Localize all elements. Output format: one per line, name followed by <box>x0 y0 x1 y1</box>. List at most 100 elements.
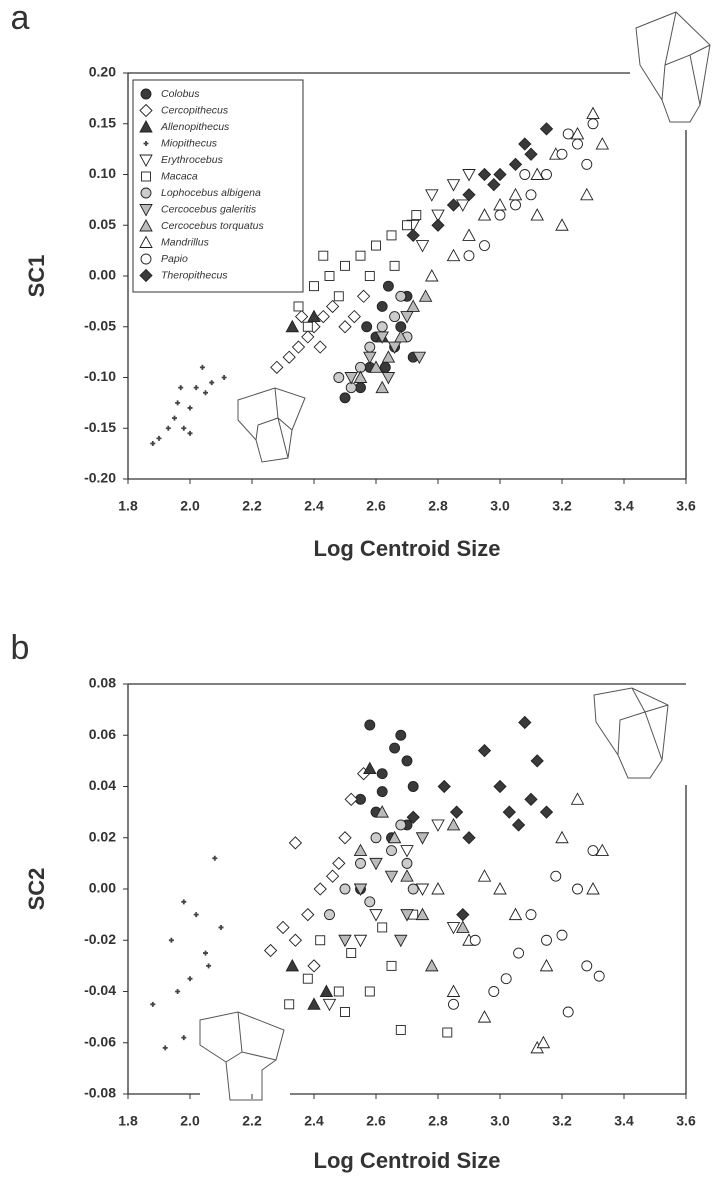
data-point <box>477 167 492 182</box>
data-point <box>381 350 396 363</box>
data-point <box>318 250 329 261</box>
y-tick-label: 0.20 <box>89 64 116 80</box>
data-point <box>282 350 296 364</box>
data-point <box>150 440 156 446</box>
data-point <box>479 240 490 252</box>
legend-marker <box>140 88 152 100</box>
data-point <box>347 309 361 324</box>
legend-marker <box>139 120 153 133</box>
data-point <box>587 118 599 130</box>
data-point <box>333 291 344 302</box>
legend-label: Lophocebus albigena <box>161 187 261 199</box>
data-point <box>175 400 181 406</box>
data-point <box>394 329 408 343</box>
y-tick-label: 0.02 <box>89 828 116 844</box>
data-point <box>586 106 600 120</box>
x-tick-label: 2.6 <box>366 1113 386 1129</box>
data-point <box>369 857 383 871</box>
data-point <box>524 147 538 161</box>
data-point <box>293 301 304 312</box>
data-point <box>199 364 205 370</box>
data-point <box>412 351 427 365</box>
data-point <box>325 299 340 314</box>
data-point <box>556 148 568 160</box>
data-point <box>477 869 492 882</box>
data-point <box>493 167 507 182</box>
data-point <box>446 921 461 935</box>
data-point <box>387 830 402 844</box>
legend-marker <box>139 154 153 167</box>
data-point <box>322 998 337 1012</box>
data-point <box>462 228 476 241</box>
data-point <box>425 269 439 282</box>
x-tick-label: 1.8 <box>118 498 138 514</box>
data-point <box>556 929 568 941</box>
data-point <box>377 922 388 933</box>
data-point <box>539 122 554 136</box>
legend-label: Colobus <box>161 88 200 100</box>
data-point <box>446 179 461 192</box>
data-point <box>541 934 552 946</box>
x-tick-label: 2.0 <box>180 1113 200 1129</box>
x-tick-label: 2.2 <box>242 498 262 514</box>
data-point <box>193 912 199 918</box>
data-point <box>221 375 227 380</box>
data-point <box>572 138 583 150</box>
data-point <box>456 920 470 933</box>
data-point <box>364 341 376 353</box>
legend-label: Erythrocebus <box>161 154 224 166</box>
data-point <box>346 948 357 959</box>
y-tick-label: 0.05 <box>89 216 116 232</box>
data-point <box>525 909 537 921</box>
data-point <box>379 361 391 373</box>
data-point <box>206 963 212 969</box>
data-point <box>203 950 208 956</box>
data-point <box>406 228 420 243</box>
data-point <box>431 819 445 832</box>
y-tick-label: -0.08 <box>84 1085 116 1101</box>
data-point <box>425 958 439 972</box>
data-point <box>333 986 344 997</box>
data-point <box>530 754 544 768</box>
data-point <box>407 781 419 792</box>
x-tick-label: 2.4 <box>304 498 324 514</box>
data-point <box>212 855 218 861</box>
panel-label: b <box>11 629 30 667</box>
y-axis-label: SC1 <box>24 255 49 298</box>
data-point <box>488 986 500 997</box>
data-point <box>389 742 401 754</box>
data-point <box>324 909 335 921</box>
data-point <box>562 1006 574 1018</box>
data-point <box>431 882 445 895</box>
data-point <box>339 392 351 404</box>
data-point <box>401 857 413 869</box>
data-point <box>555 830 569 844</box>
data-point <box>580 187 594 201</box>
data-point <box>570 792 585 805</box>
x-tick-label: 2.6 <box>366 498 386 514</box>
y-tick-label: 0.04 <box>89 777 116 793</box>
data-point <box>562 128 574 140</box>
data-point <box>431 209 445 223</box>
data-point <box>400 909 414 922</box>
data-point <box>518 137 532 151</box>
legend-marker <box>139 235 153 248</box>
data-point <box>333 372 345 383</box>
data-point <box>386 845 397 857</box>
x-axis-label: Log Centroid Size <box>314 1148 501 1173</box>
data-point <box>389 260 400 271</box>
data-point <box>415 907 430 921</box>
data-point <box>493 882 507 895</box>
y-tick-label: -0.02 <box>84 931 116 947</box>
y-axis-label: SC2 <box>24 868 49 911</box>
data-point <box>315 935 326 946</box>
data-point <box>502 805 516 819</box>
data-point <box>595 137 610 150</box>
data-point <box>508 157 523 171</box>
data-point <box>586 882 600 895</box>
data-point <box>477 208 492 221</box>
data-point <box>364 896 376 908</box>
data-point <box>382 280 394 292</box>
data-point <box>446 248 461 262</box>
data-point <box>364 986 375 997</box>
